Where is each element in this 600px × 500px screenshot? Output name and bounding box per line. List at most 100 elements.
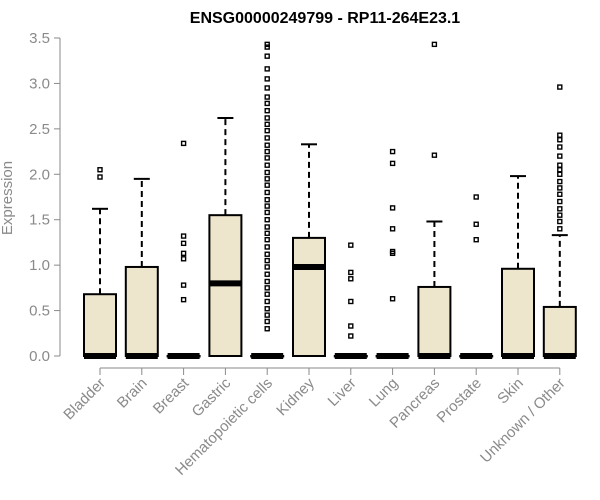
outlier-point — [557, 212, 563, 218]
y-axis-label: Expression — [0, 161, 16, 235]
outlier-point — [264, 44, 270, 50]
outlier-point — [389, 296, 396, 302]
x-tick-label: Liver — [325, 375, 360, 410]
box-group — [375, 148, 410, 359]
outlier-point — [264, 100, 270, 107]
outlier-point — [557, 226, 563, 232]
outlier-point — [264, 224, 270, 230]
outlier-point — [264, 217, 270, 223]
x-tick-label: Lung — [366, 375, 402, 411]
y-tick-label: 1.0 — [29, 257, 50, 274]
outlier-point — [180, 250, 187, 257]
outlier-point — [180, 282, 187, 288]
box-rect — [417, 285, 452, 358]
outlier-point — [557, 171, 563, 177]
y-tick-label: 3.0 — [29, 75, 50, 92]
outlier-point — [264, 169, 270, 176]
outlier-point — [180, 256, 187, 262]
y-tick-label: 0.0 — [29, 348, 50, 365]
outlier-point — [264, 209, 270, 216]
outlier-point — [180, 240, 187, 247]
box-rect — [542, 305, 577, 357]
box-group — [333, 242, 368, 359]
y-tick-label: 2.5 — [29, 121, 50, 138]
outlier-point — [348, 333, 354, 339]
x-tick-label: Bladder — [60, 375, 109, 424]
outlier-point — [389, 160, 396, 167]
outlier-point — [264, 115, 270, 121]
outlier-point — [348, 276, 354, 282]
outlier-point — [557, 162, 563, 168]
box-rect — [292, 236, 326, 357]
outlier-point — [264, 312, 270, 318]
outlier-point — [264, 148, 270, 155]
outlier-point — [264, 94, 270, 100]
outlier-point — [264, 278, 270, 285]
outlier-point — [389, 248, 396, 255]
y-tick-label: 2.0 — [29, 166, 50, 183]
outlier-point — [264, 127, 270, 134]
outlier-point — [264, 291, 270, 297]
box-rect — [501, 267, 535, 357]
outlier-point — [389, 205, 396, 211]
x-tick-label: Breast — [150, 374, 193, 417]
y-tick-label: 3.5 — [29, 30, 50, 47]
outlier-point — [180, 296, 187, 303]
outlier-point — [431, 152, 438, 158]
outlier-point — [264, 107, 270, 114]
box-group — [417, 41, 452, 359]
plot-area — [83, 41, 577, 359]
outlier-point — [264, 162, 270, 168]
outlier-point — [348, 242, 354, 248]
outlier-point — [389, 148, 396, 155]
outlier-point — [264, 244, 270, 250]
outlier-point — [180, 140, 187, 147]
outlier-point — [557, 144, 563, 150]
outlier-point — [264, 203, 270, 209]
outlier-point — [557, 137, 563, 143]
outlier-point — [264, 197, 270, 203]
outlier-point — [264, 306, 270, 312]
outlier-point — [264, 135, 270, 141]
outlier-point — [264, 271, 270, 277]
outlier-point — [264, 41, 270, 48]
outlier-point — [557, 206, 563, 212]
outlier-point — [473, 194, 479, 200]
outlier-point — [264, 285, 270, 291]
outlier-point — [557, 191, 563, 197]
outlier-point — [557, 132, 563, 138]
x-tick-label: Prostate — [433, 375, 485, 427]
outlier-point — [557, 84, 563, 90]
box-group — [542, 84, 577, 359]
outlier-point — [264, 230, 270, 237]
outlier-point — [264, 85, 270, 91]
outlier-point — [264, 264, 270, 270]
x-tick-label: Skin — [494, 375, 527, 408]
outlier-point — [431, 41, 438, 48]
outlier-point — [557, 153, 563, 159]
box-group — [124, 177, 159, 359]
outlier-point — [348, 323, 354, 329]
box-group — [208, 116, 243, 357]
outlier-point — [264, 298, 270, 305]
box-rect — [124, 265, 159, 357]
outlier-point — [557, 185, 563, 191]
outlier-point — [264, 121, 270, 128]
outlier-point — [264, 182, 270, 188]
outlier-point — [264, 318, 270, 325]
outlier-point — [97, 174, 103, 180]
outlier-point — [389, 226, 396, 232]
box-group — [459, 194, 494, 359]
outlier-point — [97, 167, 103, 173]
outlier-point — [264, 176, 270, 182]
outlier-point — [264, 237, 270, 243]
outlier-point — [264, 189, 270, 196]
y-tick-label: 0.5 — [29, 303, 50, 320]
outlier-point — [473, 221, 479, 227]
outlier-point — [264, 76, 270, 82]
outlier-point — [264, 142, 270, 148]
box-group — [250, 41, 285, 359]
outlier-point — [473, 237, 479, 243]
x-tick-label: Kidney — [273, 374, 318, 419]
